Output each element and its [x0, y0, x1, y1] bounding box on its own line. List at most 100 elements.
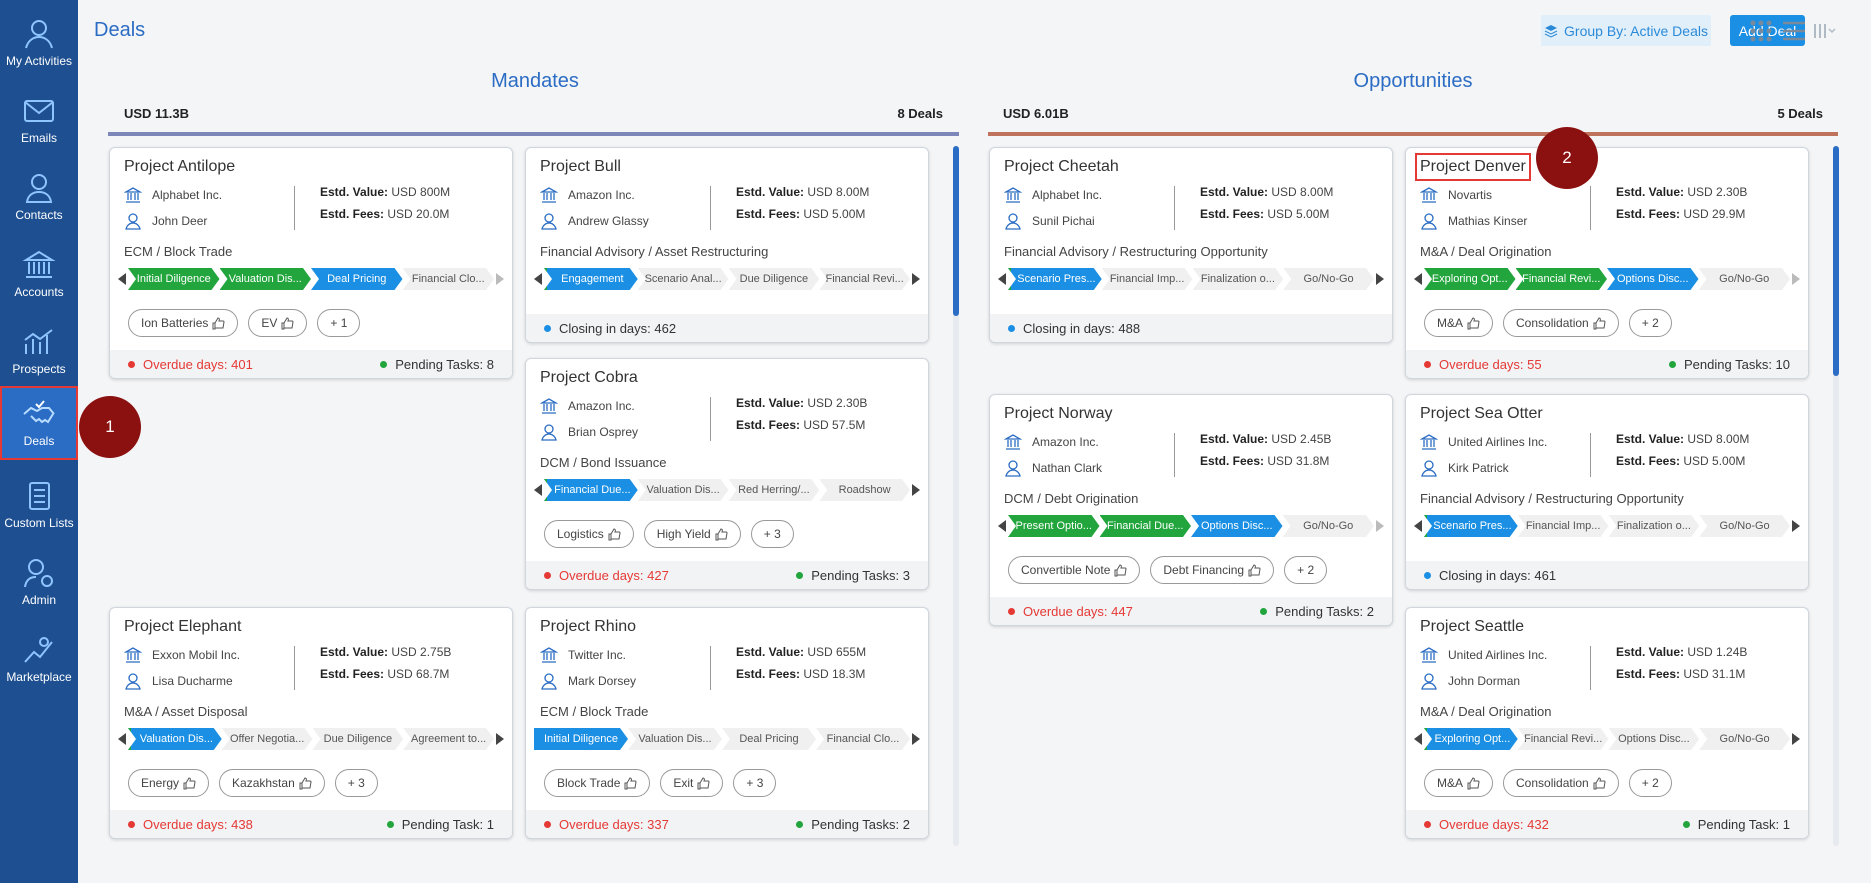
- stage-item[interactable]: Financial Due...: [544, 479, 638, 501]
- more-tags[interactable]: + 2: [1628, 769, 1672, 797]
- stage-item[interactable]: Options Disc...: [1609, 728, 1700, 750]
- stage-item[interactable]: Financial Revi...: [1518, 728, 1609, 750]
- mandates-scrollbar[interactable]: [953, 146, 959, 846]
- scroll-thumb[interactable]: [953, 146, 959, 316]
- stage-item[interactable]: Finalization o...: [1609, 515, 1700, 537]
- stage-item[interactable]: Go/No-Go: [1283, 268, 1374, 290]
- stage-item[interactable]: Financial Revi...: [819, 268, 910, 290]
- deal-card-bull[interactable]: Project Bull Amazon Inc. Andrew Glassy E…: [525, 147, 929, 343]
- tag[interactable]: Exit: [660, 769, 724, 797]
- sidebar-item-contacts[interactable]: Contacts: [0, 160, 78, 234]
- stage-item[interactable]: Engagement: [544, 268, 638, 290]
- stage-item[interactable]: Exploring Opt...: [1424, 268, 1516, 290]
- contact-name[interactable]: Mark Dorsey: [568, 674, 637, 688]
- contact-name[interactable]: John Dorman: [1448, 674, 1521, 688]
- tag[interactable]: Logistics: [544, 520, 634, 548]
- deal-title[interactable]: Project Rhino: [540, 618, 637, 635]
- deal-card-seattle[interactable]: Project Seattle United Airlines Inc. Joh…: [1405, 607, 1809, 839]
- company-name[interactable]: Amazon Inc.: [568, 399, 635, 413]
- sidebar-item-admin[interactable]: Admin: [0, 545, 78, 619]
- list-view-icon[interactable]: [1781, 18, 1807, 44]
- deal-card-cobra[interactable]: Project Cobra Amazon Inc. Brian Osprey E…: [525, 358, 929, 590]
- more-tags[interactable]: + 3: [334, 769, 378, 797]
- stage-item[interactable]: Valuation Dis...: [220, 268, 312, 290]
- deal-title[interactable]: Project Seattle: [1420, 618, 1525, 635]
- stage-item[interactable]: Valuation Dis...: [628, 728, 722, 750]
- contact-name[interactable]: Lisa Ducharme: [152, 674, 233, 688]
- deal-card-rhino[interactable]: Project Rhino Twitter Inc. Mark Dorsey E…: [525, 607, 929, 839]
- stage-item[interactable]: Due Diligence: [313, 728, 404, 750]
- thumbs-up-icon[interactable]: [212, 316, 225, 330]
- stage-item[interactable]: Deal Pricing: [311, 268, 403, 290]
- sidebar-item-marketplace[interactable]: Marketplace: [0, 622, 78, 696]
- contact-name[interactable]: Brian Osprey: [568, 425, 639, 439]
- more-tags[interactable]: + 1: [317, 309, 361, 337]
- contact-name[interactable]: Mathias Kinser: [1448, 214, 1528, 228]
- thumbs-up-icon[interactable]: [1467, 316, 1480, 330]
- thumbs-up-icon[interactable]: [1114, 563, 1127, 577]
- stage-next-arrow[interactable]: [1376, 273, 1384, 285]
- company-name[interactable]: Alphabet Inc.: [152, 188, 223, 202]
- stage-next-arrow[interactable]: [1792, 520, 1800, 532]
- contact-name[interactable]: Kirk Patrick: [1448, 461, 1509, 475]
- stage-item[interactable]: Options Disc...: [1607, 268, 1699, 290]
- tag[interactable]: Kazakhstan: [219, 769, 325, 797]
- deal-card-norway[interactable]: Project Norway Amazon Inc. Nathan Clark …: [989, 394, 1393, 626]
- stage-item[interactable]: Financial Revi...: [1516, 268, 1608, 290]
- thumbs-up-icon[interactable]: [299, 776, 312, 790]
- opportunities-scrollbar[interactable]: [1833, 146, 1839, 846]
- thumbs-up-icon[interactable]: [608, 527, 621, 541]
- more-tags[interactable]: + 2: [1284, 556, 1328, 584]
- stage-prev-arrow[interactable]: [1414, 273, 1422, 285]
- stage-item[interactable]: Scenario Anal...: [638, 268, 729, 290]
- stage-item[interactable]: Present Optio...: [1008, 515, 1100, 537]
- thumbs-up-icon[interactable]: [281, 316, 294, 330]
- stage-item[interactable]: Roadshow: [819, 479, 910, 501]
- stage-prev-arrow[interactable]: [534, 273, 542, 285]
- stage-item[interactable]: Options Disc...: [1191, 515, 1283, 537]
- stage-item[interactable]: Agreement to...: [403, 728, 494, 750]
- thumbs-up-icon[interactable]: [1593, 776, 1606, 790]
- tag[interactable]: Debt Financing: [1150, 556, 1275, 584]
- more-tags[interactable]: + 3: [750, 520, 794, 548]
- tag[interactable]: Consolidation: [1503, 769, 1619, 797]
- stage-next-arrow[interactable]: [912, 273, 920, 285]
- company-name[interactable]: Amazon Inc.: [568, 188, 635, 202]
- company-name[interactable]: United Airlines Inc.: [1448, 435, 1548, 449]
- company-name[interactable]: Exxon Mobil Inc.: [152, 648, 241, 662]
- stage-prev-arrow[interactable]: [998, 520, 1006, 532]
- stage-item[interactable]: Financial Clo...: [816, 728, 910, 750]
- tag[interactable]: EV: [248, 309, 308, 337]
- thumbs-up-icon[interactable]: [624, 776, 637, 790]
- sidebar-item-deals[interactable]: Deals: [0, 386, 78, 460]
- stage-item[interactable]: Scenario Pres...: [1008, 268, 1102, 290]
- group-by-button[interactable]: Group By: Active Deals: [1541, 15, 1711, 46]
- contact-name[interactable]: Andrew Glassy: [568, 214, 649, 228]
- stage-item[interactable]: Financial Imp...: [1102, 268, 1193, 290]
- stage-next-arrow[interactable]: [1376, 520, 1384, 532]
- deal-title[interactable]: Project Norway: [1004, 405, 1113, 422]
- stage-prev-arrow[interactable]: [534, 484, 542, 496]
- sidebar-item-accounts[interactable]: Accounts: [0, 237, 78, 311]
- stage-item[interactable]: Due Diligence: [729, 268, 820, 290]
- stage-item[interactable]: Valuation Dis...: [128, 728, 222, 750]
- grid-view-icon[interactable]: [1748, 18, 1774, 44]
- stage-next-arrow[interactable]: [496, 733, 504, 745]
- more-tags[interactable]: + 3: [733, 769, 777, 797]
- more-tags[interactable]: + 2: [1628, 309, 1672, 337]
- stage-prev-arrow[interactable]: [998, 273, 1006, 285]
- tag[interactable]: Consolidation: [1503, 309, 1619, 337]
- contact-name[interactable]: Sunil Pichai: [1032, 214, 1095, 228]
- stage-item[interactable]: Go/No-Go: [1699, 268, 1791, 290]
- stage-item[interactable]: Go/No-Go: [1283, 515, 1375, 537]
- tag[interactable]: M&A: [1424, 769, 1494, 797]
- deal-card-sea-otter[interactable]: Project Sea Otter United Airlines Inc. K…: [1405, 394, 1809, 590]
- stage-prev-arrow[interactable]: [118, 733, 126, 745]
- thumbs-up-icon[interactable]: [1248, 563, 1261, 577]
- tag[interactable]: M&A: [1424, 309, 1494, 337]
- stage-next-arrow[interactable]: [1792, 273, 1800, 285]
- deal-card-elephant[interactable]: Project Elephant Exxon Mobil Inc. Lisa D…: [109, 607, 513, 839]
- stage-item[interactable]: Financial Clo...: [403, 268, 495, 290]
- deal-card-antilope[interactable]: Project Antilope Alphabet Inc. John Deer…: [109, 147, 513, 379]
- deal-title[interactable]: Project Elephant: [124, 618, 242, 635]
